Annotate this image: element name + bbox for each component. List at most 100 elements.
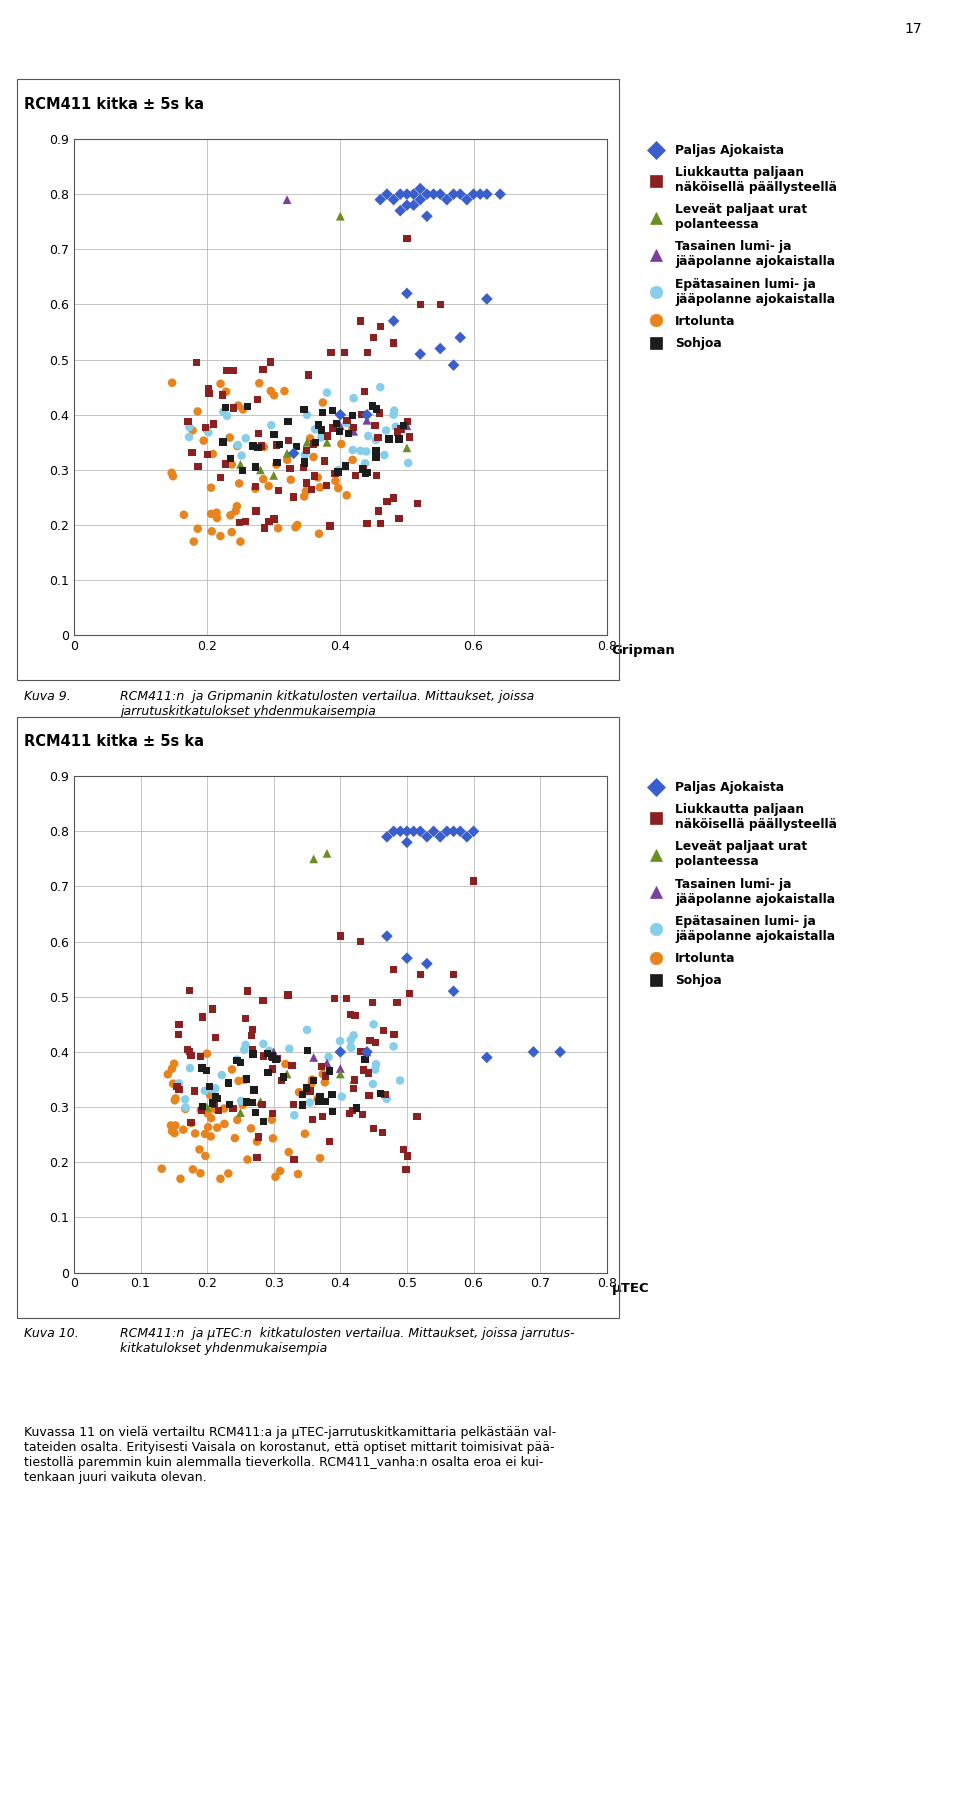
Legend: Paljas Ajokaista, Liukkautta paljaan
näköisellä päällysteellä, Leveät paljaat ur: Paljas Ajokaista, Liukkautta paljaan näk… — [638, 776, 842, 993]
Point — [195, 1002, 210, 1031]
Point — [206, 1090, 222, 1119]
Point — [171, 1074, 186, 1103]
Point — [356, 1056, 372, 1085]
Point — [372, 312, 388, 341]
Point — [369, 1051, 384, 1079]
Point — [420, 202, 435, 231]
Point — [306, 845, 322, 874]
Point — [318, 1087, 333, 1115]
Point — [160, 1060, 176, 1088]
Point — [224, 449, 239, 478]
Point — [297, 448, 312, 477]
Point — [289, 433, 304, 462]
Point — [459, 186, 474, 215]
Point — [330, 457, 346, 486]
Point — [261, 1036, 276, 1065]
Point — [386, 818, 401, 847]
Point — [266, 1038, 281, 1067]
Point — [291, 1078, 306, 1106]
Point — [215, 381, 230, 410]
Point — [445, 977, 461, 1005]
Point — [223, 444, 238, 473]
Point — [314, 422, 329, 451]
Point — [251, 419, 266, 448]
Point — [355, 455, 371, 484]
Point — [204, 500, 219, 529]
Point — [379, 823, 395, 852]
Point — [406, 180, 421, 209]
Point — [213, 370, 228, 399]
Point — [330, 473, 346, 502]
Point — [399, 412, 415, 440]
Point — [372, 1079, 388, 1108]
Point — [377, 1081, 393, 1110]
Point — [164, 368, 180, 397]
Point — [164, 1054, 180, 1083]
Point — [226, 393, 241, 422]
Point — [319, 471, 334, 500]
Point — [352, 928, 368, 957]
Point — [390, 417, 405, 446]
Point — [452, 323, 468, 352]
Point — [238, 1031, 253, 1060]
Point — [269, 1045, 284, 1074]
Point — [163, 1112, 179, 1141]
Point — [215, 428, 230, 457]
Point — [346, 417, 361, 446]
Point — [433, 823, 448, 852]
Point — [410, 489, 425, 518]
Point — [376, 440, 392, 469]
Point — [399, 408, 415, 437]
Point — [302, 1076, 318, 1105]
Point — [341, 419, 356, 448]
Point — [229, 1047, 245, 1076]
Point — [290, 511, 305, 540]
Point — [307, 462, 323, 491]
Point — [344, 1032, 359, 1061]
Point — [186, 527, 202, 556]
Point — [310, 464, 325, 493]
Point — [312, 473, 327, 502]
Point — [250, 1143, 265, 1171]
Point — [386, 329, 401, 357]
Point — [327, 984, 343, 1013]
Point — [399, 944, 415, 973]
Point — [366, 1114, 381, 1143]
Point — [399, 224, 415, 253]
Point — [311, 520, 326, 549]
Point — [193, 1041, 208, 1070]
Point — [287, 1101, 302, 1130]
Point — [187, 1078, 203, 1106]
Point — [479, 1043, 494, 1072]
Point — [409, 1103, 424, 1132]
Point — [393, 1067, 408, 1096]
Point — [263, 377, 278, 406]
Point — [365, 392, 380, 421]
Point — [368, 1029, 383, 1058]
Point — [399, 180, 415, 209]
Point — [334, 1083, 349, 1112]
Point — [200, 1092, 215, 1121]
Point — [346, 1022, 361, 1051]
Point — [222, 1090, 237, 1119]
Point — [256, 1041, 272, 1070]
Point — [445, 818, 461, 847]
Point — [552, 1038, 567, 1067]
Point — [361, 1060, 376, 1088]
Point — [239, 1088, 254, 1117]
Point — [426, 818, 442, 847]
Point — [279, 446, 295, 475]
Point — [235, 457, 251, 486]
Point — [254, 1090, 270, 1119]
Point — [333, 401, 348, 430]
Point — [324, 1079, 340, 1108]
Point — [379, 487, 395, 516]
Point — [368, 437, 383, 466]
Point — [300, 428, 315, 457]
Point — [369, 442, 384, 471]
Point — [207, 1081, 223, 1110]
Point — [302, 424, 318, 453]
Point — [165, 1069, 180, 1097]
Point — [221, 1069, 236, 1097]
Point — [184, 439, 200, 467]
